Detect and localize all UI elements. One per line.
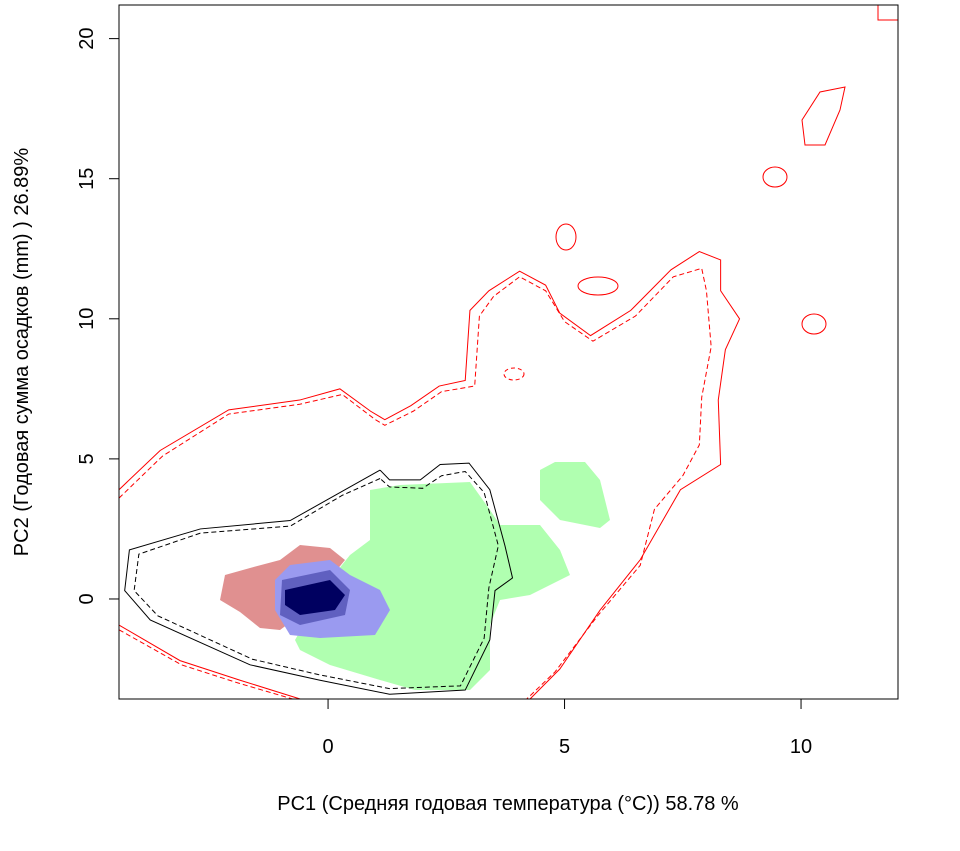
x-tick-label: 0 <box>322 736 333 758</box>
plot-frame <box>118 4 899 700</box>
y-tick-label: 15 <box>76 168 98 190</box>
y-tick-label: 0 <box>76 593 98 604</box>
contour-island <box>762 166 788 188</box>
occupancy-regions <box>220 462 610 690</box>
contour-islands <box>503 5 898 381</box>
contour-line <box>133 470 499 690</box>
contour-island <box>503 367 525 381</box>
x-tick-label: 5 <box>559 736 570 758</box>
y-tick-label: 5 <box>76 453 98 464</box>
green-region <box>540 462 610 528</box>
y-axis-label: PC2 (Годовая сумма осадков (mm) ) 26.89% <box>11 148 33 557</box>
y-tick-label: 10 <box>76 308 98 330</box>
contour-island <box>555 223 577 251</box>
contour-island <box>577 276 619 296</box>
green-region <box>295 482 570 690</box>
x-axis-label: PC1 (Средняя годовая температура (°C)) 5… <box>277 793 739 815</box>
blue-core <box>285 580 345 615</box>
contour-line <box>118 267 712 700</box>
contour-line <box>118 624 301 700</box>
contours <box>118 250 741 700</box>
contour-line <box>124 462 514 695</box>
x-tick-label: 10 <box>790 736 812 758</box>
contour-line <box>118 629 293 700</box>
contour-line <box>118 250 741 700</box>
contour-island <box>877 5 898 21</box>
y-tick-label: 20 <box>76 27 98 49</box>
contour-island <box>801 86 846 146</box>
contour-island <box>801 313 827 335</box>
